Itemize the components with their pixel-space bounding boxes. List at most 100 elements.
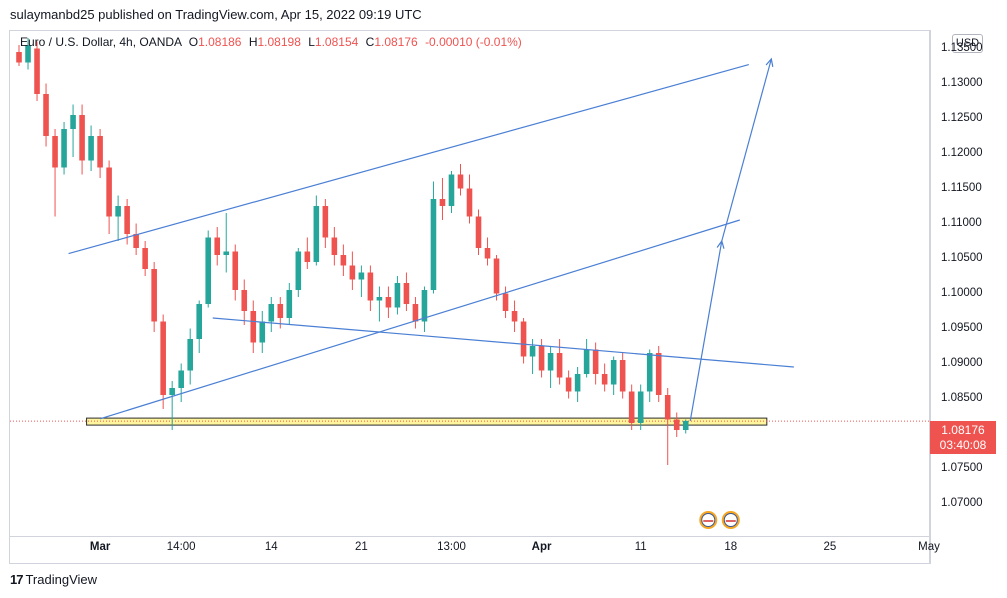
upper-channel-line bbox=[68, 64, 749, 255]
price-tick-label: 1.11500 bbox=[941, 181, 982, 194]
candle-body bbox=[34, 48, 40, 94]
candle-body bbox=[637, 391, 644, 423]
candle-body bbox=[25, 45, 31, 63]
high-label: H bbox=[248, 35, 258, 49]
candle-body bbox=[286, 290, 293, 318]
time-axis-separator bbox=[9, 536, 930, 537]
candle bbox=[70, 104, 76, 157]
candle-body bbox=[205, 237, 212, 304]
time-tick-label: 13:00 bbox=[437, 541, 466, 553]
candle-body bbox=[421, 290, 428, 322]
candle bbox=[394, 276, 401, 315]
candle-body bbox=[223, 251, 230, 255]
candle bbox=[259, 311, 266, 353]
candle bbox=[493, 255, 500, 301]
candle-body bbox=[574, 374, 581, 392]
candle-body bbox=[412, 304, 419, 322]
candle-body bbox=[403, 283, 410, 304]
time-tick-label: 14:00 bbox=[166, 541, 196, 553]
candle-body bbox=[655, 353, 662, 395]
time-tick-label: 14 bbox=[264, 541, 278, 553]
projection-arrow-2 bbox=[721, 58, 772, 242]
candle bbox=[196, 300, 202, 353]
price-tick-label: 1.08500 bbox=[941, 391, 983, 404]
candle-body bbox=[322, 206, 329, 238]
candle bbox=[556, 339, 563, 385]
bar-countdown: 03:40:08 bbox=[939, 438, 987, 452]
candle bbox=[682, 419, 689, 434]
time-tick-label: May bbox=[918, 541, 940, 553]
candle-body bbox=[430, 199, 437, 290]
candle-body bbox=[628, 391, 635, 423]
candle bbox=[457, 164, 464, 196]
candle-body bbox=[439, 199, 446, 206]
candle bbox=[664, 388, 671, 465]
last-price-tag: 1.08176 03:40:08 bbox=[930, 421, 996, 454]
candle-body bbox=[79, 115, 85, 161]
candle-body bbox=[187, 339, 193, 371]
candle bbox=[142, 241, 148, 276]
projection-arrow-2-head bbox=[765, 57, 774, 67]
descending-trendline bbox=[212, 317, 794, 368]
candle bbox=[511, 300, 518, 332]
candle-body bbox=[304, 251, 311, 262]
price-tick-label: 1.10500 bbox=[941, 251, 983, 264]
price-tick-label: 1.12500 bbox=[941, 111, 983, 124]
chart-frame bbox=[9, 30, 930, 564]
candle bbox=[223, 213, 230, 273]
price-tick-label: 1.13000 bbox=[941, 76, 983, 89]
time-tick-label: Mar bbox=[89, 541, 111, 553]
last-price-value: 1.08176 bbox=[941, 423, 985, 437]
candle-body bbox=[376, 297, 383, 301]
candle-body bbox=[394, 283, 401, 308]
candle bbox=[151, 262, 157, 332]
price-tick-label: 1.10000 bbox=[941, 286, 983, 299]
candle bbox=[601, 363, 608, 392]
candle-body bbox=[448, 174, 455, 206]
candle bbox=[412, 297, 419, 329]
price-axis-separator bbox=[930, 30, 931, 564]
price-tick-label: 1.13500 bbox=[941, 41, 983, 54]
candle bbox=[619, 353, 626, 399]
candle bbox=[43, 83, 49, 147]
candle-body bbox=[547, 353, 554, 371]
candle bbox=[439, 178, 446, 220]
candle-body bbox=[196, 304, 202, 339]
candle-body bbox=[610, 360, 617, 385]
candle bbox=[232, 244, 239, 301]
candle bbox=[430, 181, 437, 294]
currency-button[interactable]: USD bbox=[952, 34, 983, 53]
candle-body bbox=[331, 237, 338, 255]
candle-body bbox=[16, 52, 22, 63]
candle bbox=[520, 318, 527, 364]
candle bbox=[52, 129, 58, 217]
candle bbox=[106, 160, 112, 234]
candle-body bbox=[583, 349, 590, 374]
candle-body bbox=[133, 234, 139, 248]
candle bbox=[637, 384, 644, 430]
candle-body bbox=[259, 321, 266, 343]
tradingview-logo[interactable]: 17 TradingView bbox=[10, 572, 97, 587]
candle-body bbox=[511, 311, 518, 322]
candle-body bbox=[88, 136, 94, 161]
high-value: 1.08198 bbox=[257, 35, 301, 49]
candle bbox=[349, 251, 356, 290]
candle-body bbox=[232, 251, 239, 290]
candle bbox=[178, 363, 184, 402]
candle bbox=[241, 279, 248, 325]
candle bbox=[673, 412, 680, 437]
candle-body bbox=[646, 353, 653, 392]
candle bbox=[610, 356, 617, 395]
low-value: 1.08154 bbox=[314, 35, 359, 49]
candle-body bbox=[457, 174, 464, 189]
candle-body bbox=[241, 290, 248, 311]
candle-body bbox=[475, 216, 482, 248]
candle-body bbox=[43, 94, 49, 136]
candle bbox=[448, 171, 455, 213]
candle bbox=[331, 227, 338, 266]
candle-body bbox=[538, 346, 545, 371]
us-flag-icon bbox=[723, 513, 738, 527]
symbol-legend: Euro / U.S. Dollar, 4h, OANDA O1.08186 H… bbox=[20, 35, 522, 49]
candle-body bbox=[151, 269, 157, 322]
